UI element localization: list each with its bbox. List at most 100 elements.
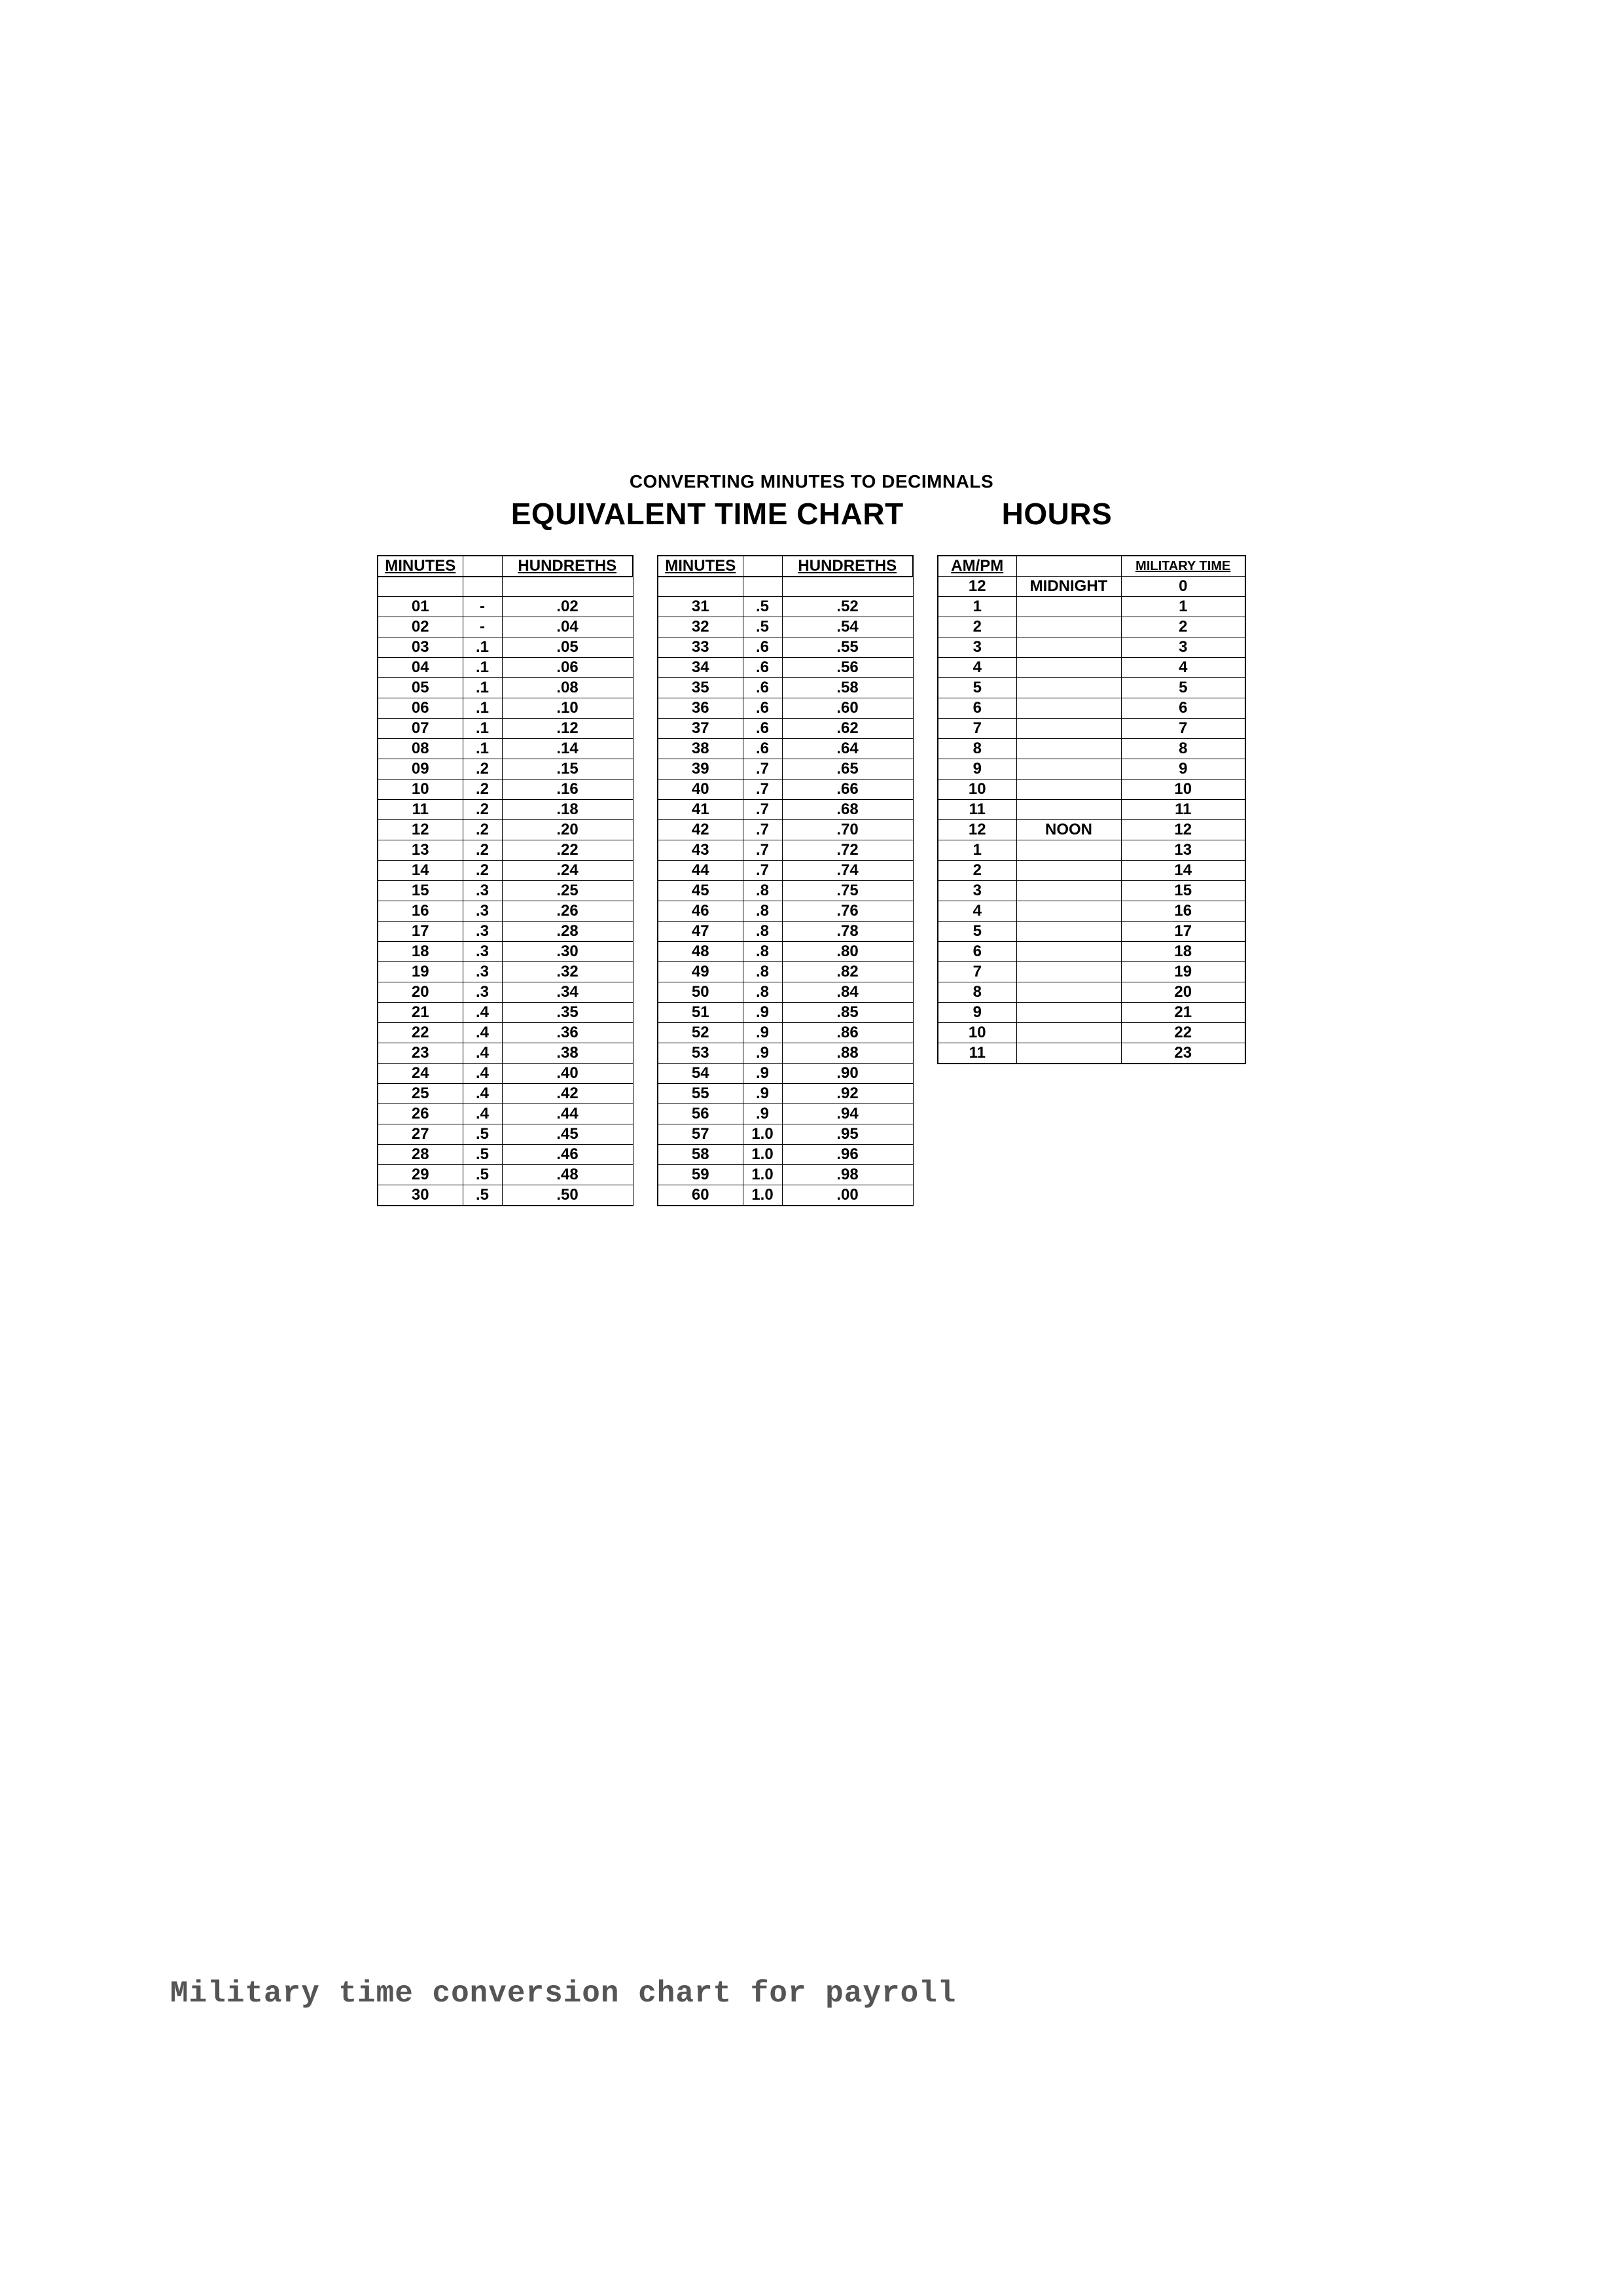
cell-label [1016, 840, 1121, 861]
cell-minutes: 13 [378, 840, 463, 860]
cell-minutes: 49 [658, 961, 743, 982]
cell-tenths: .7 [743, 759, 782, 779]
table-row: 46.8.76 [658, 901, 913, 921]
table-row: 02-.04 [378, 617, 633, 637]
table-row: 77 [938, 719, 1245, 739]
cell-ampm: 1 [938, 597, 1016, 617]
cell-hundreths: .84 [782, 982, 913, 1002]
cell-tenths: .9 [743, 1002, 782, 1022]
cell-hundreths: .34 [502, 982, 633, 1002]
cell-hundreths: .44 [502, 1103, 633, 1124]
cell-minutes: 15 [378, 880, 463, 901]
cell-minutes: 22 [378, 1022, 463, 1043]
cell-tenths: - [463, 617, 502, 637]
cell-tenths: .9 [743, 1103, 782, 1124]
cell-hundreths: .76 [782, 901, 913, 921]
cell-hundreths: .62 [782, 718, 913, 738]
cell-ampm: 7 [938, 719, 1016, 739]
cell-tenths: .4 [463, 1063, 502, 1083]
col-header-minutes: MINUTES [378, 556, 463, 577]
cell-ampm: 2 [938, 617, 1016, 637]
cell-minutes: 11 [378, 799, 463, 819]
cell-military: 17 [1121, 922, 1245, 942]
table-row: 50.8.84 [658, 982, 913, 1002]
cell-tenths: .9 [743, 1063, 782, 1083]
table-row: 11 [938, 597, 1245, 617]
cell-minutes: 53 [658, 1043, 743, 1063]
cell-military: 22 [1121, 1023, 1245, 1043]
cell-hundreths: .86 [782, 1022, 913, 1043]
col-header-minutes: MINUTES [658, 556, 743, 577]
cell-tenths: .5 [463, 1185, 502, 1206]
table-row: 214 [938, 861, 1245, 881]
cell-hundreths: .88 [782, 1043, 913, 1063]
cell-military: 21 [1121, 1003, 1245, 1023]
cell-minutes: 55 [658, 1083, 743, 1103]
cell-tenths: .5 [743, 617, 782, 637]
cell-label [1016, 861, 1121, 881]
cell-hundreths: .24 [502, 860, 633, 880]
table-row: 820 [938, 982, 1245, 1003]
cell-minutes: 52 [658, 1022, 743, 1043]
cell-minutes: 36 [658, 698, 743, 718]
cell-hundreths: .56 [782, 657, 913, 677]
cell-ampm: 7 [938, 962, 1016, 982]
cell-minutes: 23 [378, 1043, 463, 1063]
table-row: 38.6.64 [658, 738, 913, 759]
cell-tenths: .2 [463, 860, 502, 880]
cell-military: 16 [1121, 901, 1245, 922]
cell-ampm: 5 [938, 922, 1016, 942]
table-row: 27.5.45 [378, 1124, 633, 1144]
cell-tenths: .1 [463, 698, 502, 718]
cell-minutes: 27 [378, 1124, 463, 1144]
cell-hundreths: .82 [782, 961, 913, 982]
table-row: 1022 [938, 1023, 1245, 1043]
table-row: 1123 [938, 1043, 1245, 1064]
cell-hundreths: .52 [782, 596, 913, 617]
cell-minutes: 30 [378, 1185, 463, 1206]
cell-minutes: 20 [378, 982, 463, 1002]
cell-hundreths: .05 [502, 637, 633, 657]
cell-minutes: 05 [378, 677, 463, 698]
cell-tenths: .5 [463, 1124, 502, 1144]
cell-hundreths: .74 [782, 860, 913, 880]
cell-minutes: 16 [378, 901, 463, 921]
cell-minutes: 03 [378, 637, 463, 657]
cell-tenths: .2 [463, 759, 502, 779]
cell-military: 2 [1121, 617, 1245, 637]
cell-tenths: .3 [463, 941, 502, 961]
cell-minutes: 02 [378, 617, 463, 637]
cell-minutes: 57 [658, 1124, 743, 1144]
cell-minutes: 19 [378, 961, 463, 982]
cell-tenths: .1 [463, 718, 502, 738]
cell-military: 18 [1121, 942, 1245, 962]
table-row: 39.7.65 [658, 759, 913, 779]
table-row: 44.7.74 [658, 860, 913, 880]
cell-label: NOON [1016, 820, 1121, 840]
cell-tenths: .8 [743, 901, 782, 921]
cell-military: 0 [1121, 577, 1245, 597]
cell-minutes: 09 [378, 759, 463, 779]
table-row: 47.8.78 [658, 921, 913, 941]
table-row: 12.2.20 [378, 819, 633, 840]
cell-minutes: 17 [378, 921, 463, 941]
cell-label [1016, 1023, 1121, 1043]
cell-minutes: 12 [378, 819, 463, 840]
cell-hundreths: .64 [782, 738, 913, 759]
table-row: 51.9.85 [658, 1002, 913, 1022]
table-row: 45.8.75 [658, 880, 913, 901]
cell-label [1016, 982, 1121, 1003]
table-row: 416 [938, 901, 1245, 922]
tables-row: MINUTES HUNDRETHS 01-.0202-.0403.1.0504.… [0, 555, 1623, 1206]
cell-minutes: 58 [658, 1144, 743, 1164]
cell-hundreths: .36 [502, 1022, 633, 1043]
cell-label [1016, 800, 1121, 820]
cell-hundreths: .18 [502, 799, 633, 819]
table-row: 18.3.30 [378, 941, 633, 961]
cell-tenths: .8 [743, 961, 782, 982]
cell-minutes: 25 [378, 1083, 463, 1103]
table-row: 33 [938, 637, 1245, 658]
cell-label [1016, 942, 1121, 962]
cell-label [1016, 1043, 1121, 1064]
cell-tenths: .8 [743, 982, 782, 1002]
